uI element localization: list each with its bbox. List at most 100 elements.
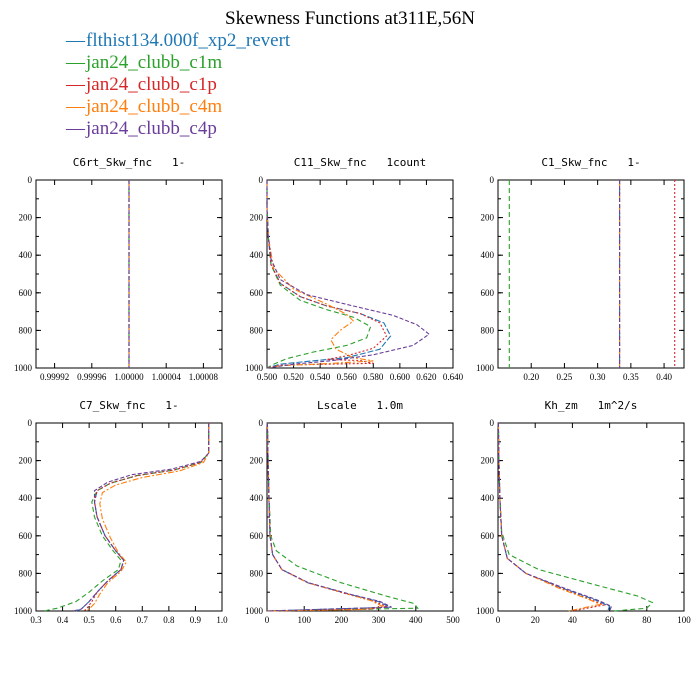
- y-tick-label: 1000: [476, 606, 495, 616]
- y-tick-label: 200: [19, 213, 33, 223]
- series-line-c1m: [266, 180, 372, 369]
- y-tick-label: 600: [481, 531, 495, 541]
- y-tick-label: 0: [259, 418, 264, 428]
- y-tick-label: 0: [490, 418, 495, 428]
- x-tick-label: 1.00008: [189, 372, 219, 382]
- x-tick-label: 0.5: [84, 615, 96, 625]
- y-tick-label: 600: [481, 288, 495, 298]
- series-line-c4p: [266, 180, 431, 369]
- legend-item-flthist: —flthist134.000f_xp2_revert: [66, 30, 290, 52]
- x-tick-label: 400: [409, 615, 423, 625]
- y-tick-label: 400: [19, 250, 33, 260]
- legend-label: jan24_clubb_c4p: [86, 118, 217, 139]
- x-tick-label: 0.25: [557, 372, 573, 382]
- y-tick-label: 0: [28, 175, 33, 185]
- x-tick-label: 0.3: [30, 615, 42, 625]
- x-tick-label: 0.580: [363, 372, 384, 382]
- legend-line-marker: —: [66, 74, 85, 95]
- legend: —flthist134.000f_xp2_revert —jan24_clubb_…: [66, 30, 290, 140]
- figure-title: Skewness Functions at311E,56N: [225, 8, 475, 29]
- y-tick-label: 600: [19, 531, 33, 541]
- x-tick-label: 0.8: [163, 615, 175, 625]
- y-tick-label: 800: [481, 568, 495, 578]
- legend-label: flthist134.000f_xp2_revert: [86, 30, 291, 51]
- x-tick-label: 0.20: [523, 372, 539, 382]
- y-tick-label: 600: [250, 288, 264, 298]
- y-tick-label: 200: [250, 456, 264, 466]
- x-tick-label: 0.640: [443, 372, 464, 382]
- x-tick-label: 100: [297, 615, 311, 625]
- series-line-flthist: [75, 423, 210, 612]
- y-tick-label: 1000: [14, 363, 33, 373]
- panel-title: C11_Skw_fnc 1count: [294, 156, 426, 169]
- y-tick-label: 200: [481, 213, 495, 223]
- x-tick-label: 0.99996: [77, 372, 107, 382]
- x-tick-label: 100: [677, 615, 691, 625]
- series-line-c4m: [86, 423, 210, 612]
- panel-title: C1_Skw_fnc 1-: [541, 156, 640, 169]
- y-tick-label: 800: [19, 568, 33, 578]
- series-line-c4m: [266, 180, 374, 369]
- legend-line-marker: —: [66, 96, 85, 117]
- plot-frame: [497, 179, 685, 369]
- x-tick-label: 0.560: [337, 372, 358, 382]
- panel-title: C7_Skw_fnc 1-: [79, 399, 178, 412]
- y-tick-label: 400: [250, 250, 264, 260]
- legend-label: jan24_clubb_c1m: [86, 52, 223, 73]
- series-line-c1m: [497, 422, 654, 612]
- series-line-flthist: [266, 180, 392, 369]
- series-line-c4p: [266, 422, 392, 612]
- x-tick-label: 0.4: [57, 615, 69, 625]
- y-tick-label: 600: [250, 531, 264, 541]
- y-tick-label: 600: [19, 288, 33, 298]
- y-tick-label: 1000: [14, 606, 33, 616]
- panel-3: C1_Skw_fnc 1- 0 200 400 600 800 1000 0.20 0.25 0.…: [476, 156, 685, 382]
- x-tick-label: 1.00004: [152, 372, 182, 382]
- panel-2: C11_Skw_fnc 1count 0 200 400 600 800 10000.500…: [245, 156, 464, 382]
- y-tick-label: 400: [481, 493, 495, 503]
- legend-line-marker: —: [66, 30, 85, 51]
- y-tick-label: 400: [481, 250, 495, 260]
- x-tick-label: 0.9: [190, 615, 202, 625]
- legend-line-marker: —: [66, 118, 85, 139]
- x-tick-label: 20: [531, 615, 541, 625]
- series-line-c1p: [266, 180, 388, 369]
- x-tick-label: 0.600: [390, 372, 411, 382]
- x-tick-label: 0.520: [283, 372, 304, 382]
- y-tick-label: 200: [250, 213, 264, 223]
- legend-item-c4m: —jan24_clubb_c4m: [66, 96, 290, 118]
- y-tick-label: 400: [19, 493, 33, 503]
- series-line-c1m: [266, 422, 419, 612]
- panel-1: C6rt_Skw_fnc 1- 0 200 400 600 800 1000 0.99992 0…: [14, 156, 223, 382]
- y-tick-label: 0: [28, 418, 33, 428]
- series-line-c4p: [497, 422, 613, 612]
- legend-label: jan24_clubb_c4m: [86, 96, 223, 117]
- series-line-flthist: [266, 422, 391, 612]
- x-tick-label: 1.0: [216, 615, 228, 625]
- x-tick-label: 0.35: [623, 372, 639, 382]
- y-tick-label: 0: [490, 175, 495, 185]
- legend-label: jan24_clubb_c1p: [86, 74, 217, 95]
- legend-item-c1m: —jan24_clubb_c1m: [66, 52, 290, 74]
- x-tick-label: 1.00000: [114, 372, 144, 382]
- panel-title: Lscale 1.0m: [317, 399, 403, 412]
- y-tick-label: 0: [259, 175, 264, 185]
- x-tick-label: 0.99992: [40, 372, 69, 382]
- series-line-c4m: [266, 422, 385, 612]
- x-tick-label: 40: [568, 615, 578, 625]
- series-line-flthist: [497, 422, 611, 612]
- legend-item-c1p: —jan24_clubb_c1p: [66, 74, 290, 96]
- y-tick-label: 800: [481, 325, 495, 335]
- legend-item-c4p: —jan24_clubb_c4p: [66, 118, 290, 140]
- x-tick-label: 0.7: [137, 615, 149, 625]
- y-tick-label: 200: [19, 456, 33, 466]
- series-line-c1p: [83, 423, 210, 612]
- x-tick-label: 200: [335, 615, 349, 625]
- series-line-c4p: [73, 423, 210, 612]
- x-tick-label: 0.6: [110, 615, 122, 625]
